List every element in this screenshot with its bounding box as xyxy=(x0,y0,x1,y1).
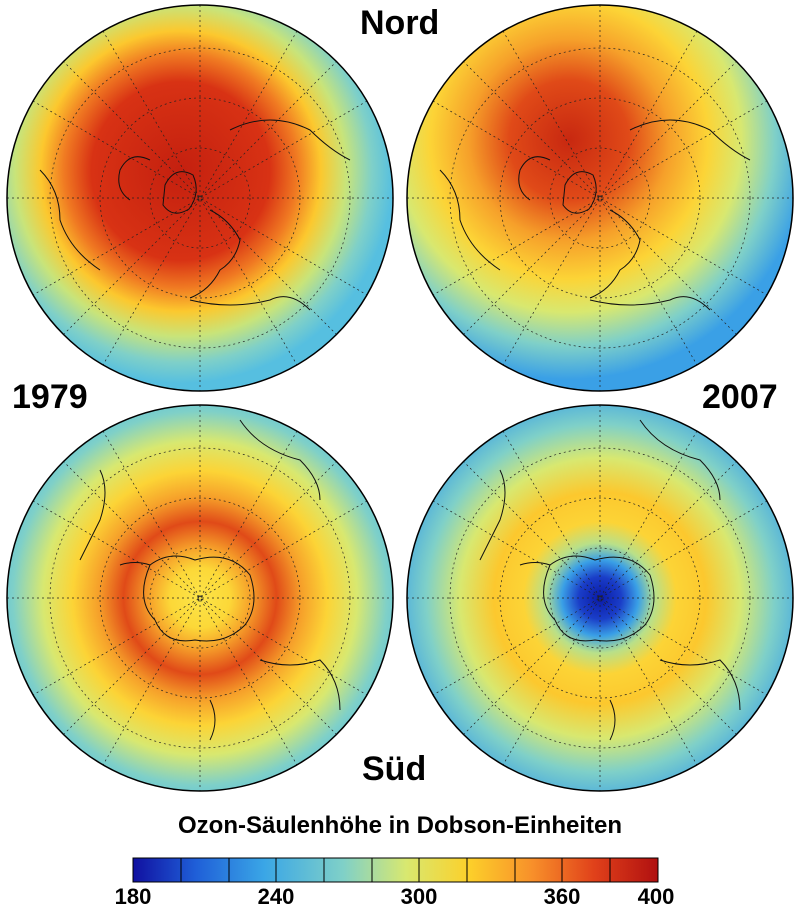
colorbar-tick-240: 240 xyxy=(257,884,295,909)
colorbar-tick-300: 300 xyxy=(400,884,438,909)
colorbar-title: Ozon-Säulenhöhe in Dobson-Einheiten xyxy=(178,812,622,839)
colorbar-tick-360: 360 xyxy=(543,884,581,909)
colorbar xyxy=(132,857,659,883)
colorbar-tick-400: 400 xyxy=(637,884,675,909)
map-north-1979 xyxy=(6,4,394,392)
map-south-1979 xyxy=(6,404,394,792)
colorbar-tick-180: 180 xyxy=(114,884,152,909)
label-south: Süd xyxy=(362,750,427,788)
label-year-2007: 2007 xyxy=(702,378,778,416)
label-north: Nord xyxy=(360,4,440,42)
label-year-1979: 1979 xyxy=(12,378,88,416)
map-north-2007 xyxy=(406,4,794,392)
map-south-2007 xyxy=(406,404,794,792)
